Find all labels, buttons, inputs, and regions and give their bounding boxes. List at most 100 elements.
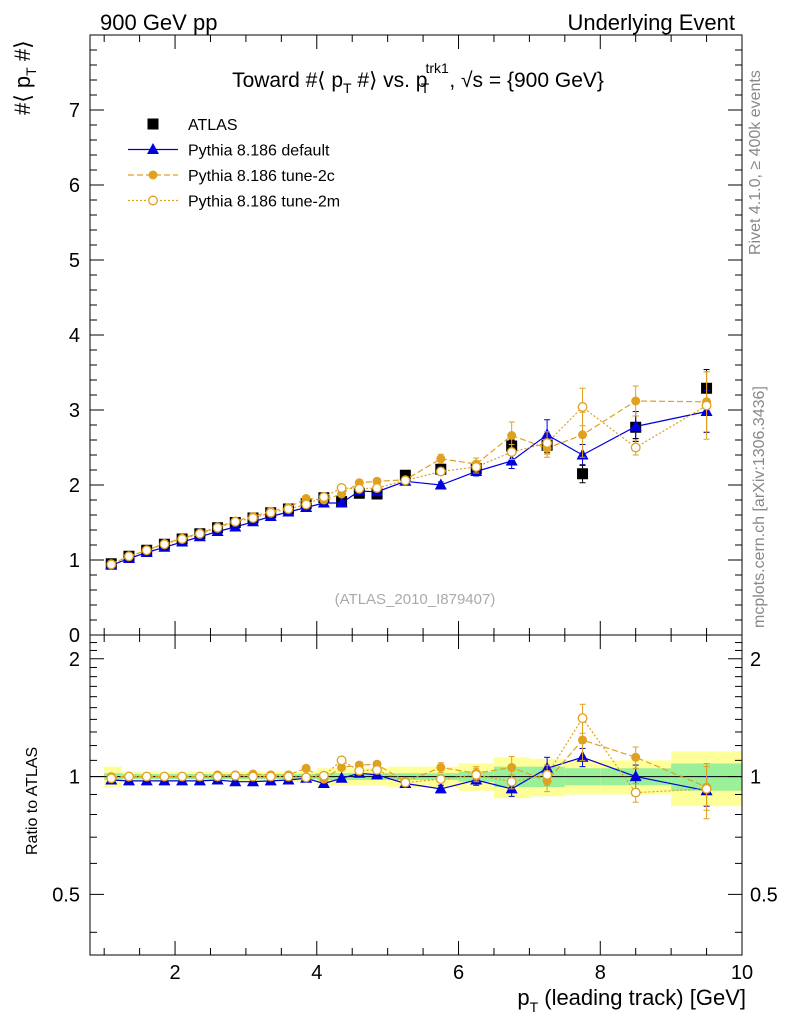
ratio-y-tick-label-right: 2: [750, 649, 761, 671]
legend-pythia-8-186-tune-2m-label: Pythia 8.186 tune-2m: [188, 194, 340, 211]
ratio-plot-frame: [89, 634, 743, 956]
ratio-pythia-8-186-tune-2m-point: [542, 769, 553, 780]
ratio-pythia-8-186-tune-2c-point: [631, 752, 641, 762]
ratio-pythia-8-186-default-point: [335, 771, 348, 783]
main-y-tick-label: 3: [69, 400, 80, 422]
legend-pythia-8-186-tune-2c-marker: [148, 170, 158, 180]
ratio-pythia-8-186-tune-2m-point: [372, 764, 382, 775]
ratio-y-axis-label: Ratio to ATLAS: [24, 747, 41, 855]
ratio-pythia-8-186-tune-2m-point: [506, 776, 517, 787]
x-axis-label: pT (leading track) [GeV]: [517, 985, 746, 1015]
ratio-pythia-8-186-tune-2c-point: [301, 763, 311, 773]
main-pythia-8-186-default-point: [434, 478, 447, 490]
main-pythia-8-186-tune-2m-point: [354, 483, 365, 494]
legend-atlas-label: ATLAS: [188, 117, 238, 134]
x-tick-label: 2: [169, 962, 180, 984]
ratio-pythia-8-186-tune-2m-point: [248, 771, 258, 782]
ratio-pythia-8-186-default-point: [229, 775, 242, 787]
ratio-series-group: [105, 703, 713, 820]
main-pythia-8-186-tune-2m-point: [248, 513, 258, 523]
main-axis-ticks: 0 1 2 3 4 5 6 7: [69, 35, 743, 647]
ratio-pythia-8-186-tune-2m-point: [212, 771, 223, 782]
main-y-tick-label: 6: [69, 175, 80, 197]
legend: ATLAS Pythia 8.186 default Pythia 8.186 tu…: [128, 117, 340, 211]
x-tick-label: 10: [731, 962, 753, 984]
ratio-pythia-8-186-tune-2m-point: [124, 771, 134, 782]
ratio-axis-ticks: 0.5 0.5 1 1 2 2 2 4 6 8 10: [52, 635, 778, 984]
legend-pythia-8-186-tune-2m-marker: [148, 195, 158, 206]
ratio-pythia-8-186-tune-2c-point: [337, 762, 347, 772]
main-pythia-8-186-tune-2m-point: [471, 462, 482, 472]
main-pythia-8-186-tune-2m-point: [506, 447, 517, 457]
main-series-group: [105, 369, 713, 570]
ratio-pythia-8-186-tune-2m-point: [141, 771, 152, 782]
main-pythia-8-186-tune-2m-point: [542, 438, 553, 448]
x-tick-label: 6: [453, 962, 464, 984]
ratio-pythia-8-186-default-point: [629, 770, 642, 782]
analysis-watermark: (ATLAS_2010_I879407): [335, 591, 496, 608]
ratio-y-tick-label-right: 1: [750, 767, 761, 789]
ratio-y-tick-label-left: 1: [69, 767, 80, 789]
ratio-pythia-8-186-tune-2c-point: [507, 762, 517, 772]
ratio-pythia-8-186-tune-2m-point: [630, 787, 641, 798]
mcplots-label: mcplots.cern.ch [arXiv:1306.3436]: [751, 386, 768, 628]
main-pythia-8-186-tune-2m-point: [301, 499, 312, 510]
ratio-pythia-8-186-tune-2m-point: [577, 713, 588, 724]
main-pythia-8-186-tune-2m-point: [194, 528, 205, 539]
ratio-pythia-8-186-tune-2m-point: [301, 772, 312, 783]
ratio-pythia-8-186-tune-2m-point: [400, 777, 411, 788]
main-pythia-8-186-tune-2m-point: [630, 442, 641, 453]
chart-title: Toward #⟨ pT #⟩ vs. ptrk1 T, √s = {900 Ge…: [232, 60, 604, 96]
ratio-pythia-8-186-tune-2m-point: [471, 769, 482, 780]
ratio-pythia-8-186-tune-2m-point: [336, 755, 347, 766]
main-pythia-8-186-tune-2c-point: [436, 454, 446, 464]
ratio-pythia-8-186-tune-2m-point: [283, 771, 294, 782]
main-y-tick-label: 1: [69, 550, 80, 572]
main-pythia-8-186-tune-2m-point: [435, 466, 446, 477]
main-pythia-8-186-tune-2m-point: [318, 492, 329, 502]
legend-pythia-8-186-default-label: Pythia 8.186 default: [188, 143, 330, 160]
ratio-y-tick-label-right: 0.5: [750, 884, 778, 906]
ratio-pythia-8-186-tune-2m-point: [106, 773, 117, 784]
ratio-pythia-8-186-tune-2m-point: [177, 771, 188, 782]
main-y-tick-label: 5: [69, 250, 80, 272]
ratio-y-tick-label-left: 2: [69, 649, 80, 671]
main-pythia-8-186-tune-2m-point: [577, 402, 588, 412]
ratio-pythia-8-186-tune-2m-point: [159, 771, 170, 782]
main-y-axis-label: #⟨ pT #⟩: [10, 40, 39, 115]
main-pythia-8-186-tune-2m-point: [141, 545, 152, 556]
main-pythia-8-186-tune-2m-point: [124, 551, 134, 562]
ratio-pythia-8-186-tune-2m-point: [701, 783, 712, 794]
ratio-pythia-8-186-tune-2m-point: [265, 771, 276, 782]
main-pythia-8-186-tune-2c-point: [578, 430, 588, 440]
main-pythia-8-186-tune-2m-point: [230, 516, 241, 527]
ratio-pythia-8-186-tune-2m-point: [318, 770, 329, 781]
main-pythia-8-186-default-line: [111, 410, 707, 566]
main-pythia-8-186-tune-2m-point: [265, 507, 276, 518]
main-pythia-8-186-tune-2m-point: [106, 559, 117, 570]
main-pythia-8-186-tune-2m-point: [400, 475, 411, 486]
main-atlas-point: [577, 468, 589, 480]
main-y-tick-label: 0: [69, 625, 80, 647]
ratio-pythia-8-186-tune-2m-point: [435, 774, 446, 785]
main-pythia-8-186-tune-2c-point: [372, 476, 382, 486]
main-pythia-8-186-tune-2c-point: [631, 396, 641, 406]
main-pythia-8-186-default-point: [335, 496, 348, 508]
main-y-tick-label: 2: [69, 475, 80, 497]
x-tick-label: 4: [311, 962, 322, 984]
main-pythia-8-186-tune-2m-point: [159, 539, 170, 550]
ratio-pythia-8-186-tune-2m-point: [230, 770, 241, 781]
legend-pythia-8-186-tune-2c-label: Pythia 8.186 tune-2c: [188, 168, 335, 185]
main-pythia-8-186-tune-2m-point: [212, 522, 223, 533]
main-pythia-8-186-default-point: [629, 420, 642, 431]
main-y-tick-label: 7: [69, 100, 80, 122]
main-y-tick-label: 4: [69, 325, 80, 347]
main-pythia-8-186-tune-2m-point: [372, 483, 382, 493]
main-pythia-8-186-tune-2c-point: [507, 431, 517, 440]
header-right-label: Underlying Event: [567, 10, 735, 35]
header-left-label: 900 GeV pp: [100, 10, 217, 35]
main-pythia-8-186-tune-2m-point: [177, 534, 188, 544]
ratio-pythia-8-186-tune-2m-point: [194, 771, 205, 782]
ratio-y-tick-label-left: 0.5: [52, 884, 80, 906]
